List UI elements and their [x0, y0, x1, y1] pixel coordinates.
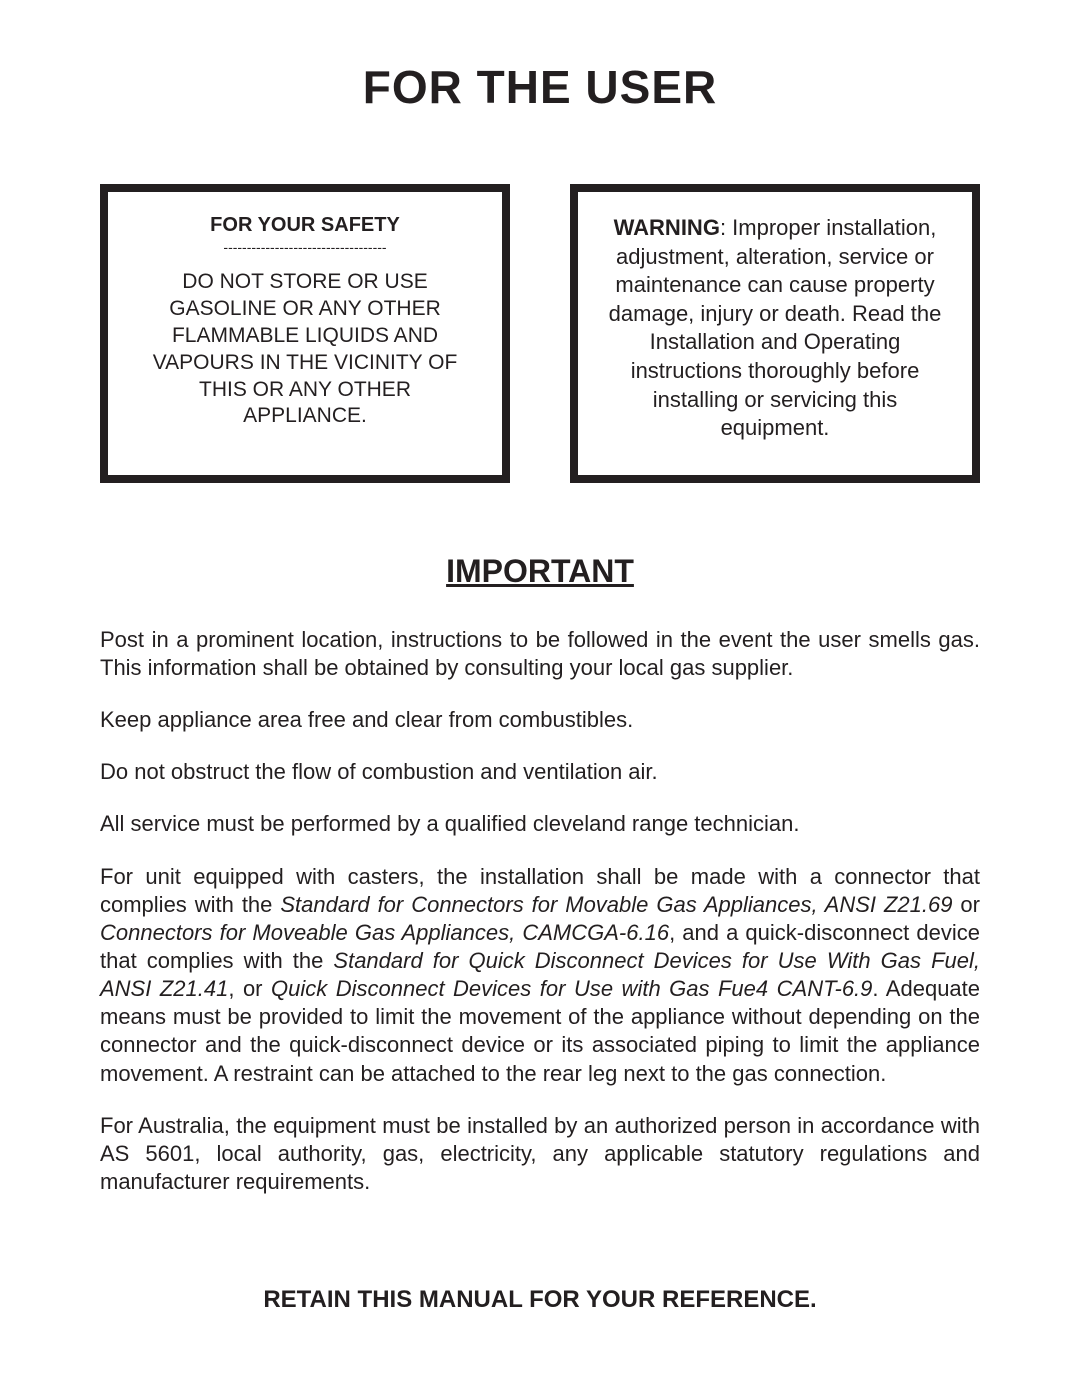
footer-retain-note: RETAIN THIS MANUAL FOR YOUR REFERENCE. [100, 1286, 980, 1314]
p5-text-b: or [952, 892, 980, 917]
p5-italic-4: Quick Disconnect Devices for Use with Ga… [271, 976, 872, 1001]
page-title: FOR THE USER [100, 60, 980, 114]
p5-italic-2: Connectors for Moveable Gas Appliances, … [100, 920, 669, 945]
paragraph-5: For unit equipped with casters, the inst… [100, 863, 980, 1088]
paragraph-3: Do not obstruct the flow of combustion a… [100, 758, 980, 786]
paragraph-2: Keep appliance area free and clear from … [100, 706, 980, 734]
document-page: FOR THE USER FOR YOUR SAFETY -----------… [0, 0, 1080, 1397]
safety-heading-underline: ----------------------------------- [134, 239, 476, 255]
safety-heading: FOR YOUR SAFETY [134, 214, 476, 237]
important-heading: IMPORTANT [100, 553, 980, 590]
paragraph-6: For Australia, the equipment must be ins… [100, 1112, 980, 1196]
p5-text-d: , or [228, 976, 271, 1001]
warning-notice-box: WARNING: Improper installation, adjustme… [570, 184, 980, 483]
paragraph-1: Post in a prominent location, instructio… [100, 626, 980, 682]
warning-body-text: WARNING: Improper installation, adjustme… [604, 214, 946, 443]
warning-label: WARNING [614, 215, 720, 240]
warning-text: : Improper installation, adjustment, alt… [609, 215, 942, 440]
safety-notice-box: FOR YOUR SAFETY ------------------------… [100, 184, 510, 483]
paragraph-4: All service must be performed by a quali… [100, 810, 980, 838]
safety-body-text: DO NOT STORE OR USE GASOLINE OR ANY OTHE… [134, 269, 476, 430]
notice-boxes-row: FOR YOUR SAFETY ------------------------… [100, 184, 980, 483]
p5-italic-1: Standard for Connectors for Movable Gas … [280, 892, 952, 917]
